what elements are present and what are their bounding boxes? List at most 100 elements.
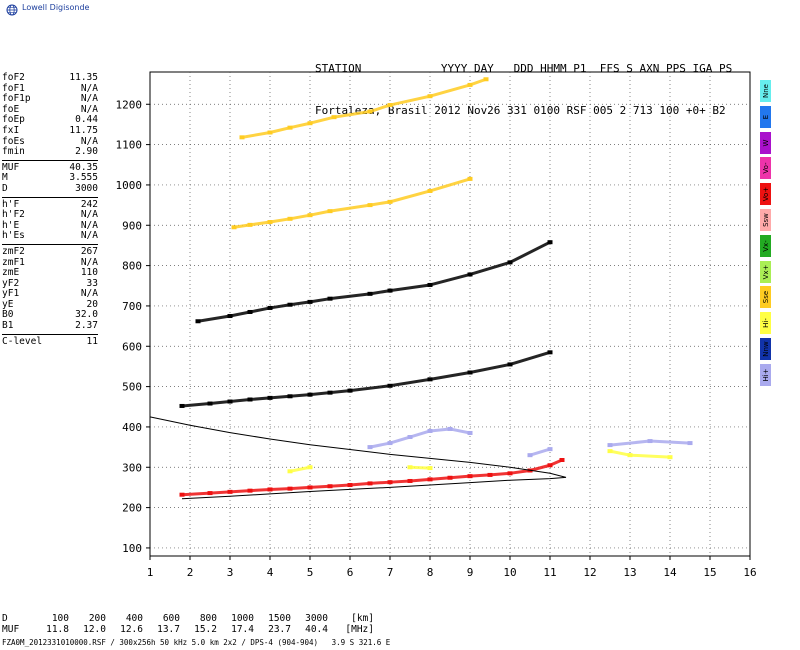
param-separator (2, 159, 98, 161)
trace-segment (469, 260, 511, 276)
param-row: zmF1 N/A (2, 256, 98, 269)
data-point (467, 176, 473, 181)
trace-segment (269, 126, 291, 134)
param-label: foEs (2, 135, 25, 147)
param-label: foF1 (2, 82, 25, 94)
trace-segment (329, 292, 371, 301)
param-value: 2.90 (75, 146, 98, 158)
param-row: yE 20 (2, 299, 98, 311)
param-value: N/A (80, 219, 98, 231)
muf-row: MUF 11.8 12.0 12.6 13.7 15.2 17.4 23.7 40.4 [MHz] (2, 624, 374, 635)
trace-segment (509, 350, 551, 366)
param-label: D (2, 182, 8, 194)
param-label: h'E (2, 219, 20, 231)
param-label: yF2 (2, 277, 20, 289)
trace-segment (269, 487, 291, 491)
param-label: h'F2 (2, 209, 25, 221)
x-tick-label: 8 (427, 566, 434, 579)
profile-curve (149, 416, 567, 500)
trace-segment (349, 481, 371, 487)
data-point (547, 240, 553, 245)
trace-segment (609, 449, 631, 457)
trace-segment (369, 480, 391, 485)
param-row: h'Es N/A (2, 231, 98, 242)
legend-label: Vx+ (761, 264, 770, 279)
trace-segment (289, 485, 311, 491)
trace-segment (181, 402, 211, 408)
param-value: 11.75 (69, 124, 98, 136)
legend-label: Vo+ (761, 186, 770, 202)
parameter-panel: foF2 11.35 foF1 N/A foF1p N/A foE N/A foEp 0.44 fx… (2, 72, 98, 348)
x-tick-label: 4 (267, 566, 274, 579)
legend-label: Hi+ (761, 368, 770, 382)
legend-item: W (760, 131, 771, 154)
trace-segment (289, 300, 311, 307)
param-value: 267 (80, 245, 98, 257)
globe-icon (6, 4, 18, 16)
y-tick-label: 1200 (116, 98, 143, 111)
table-unit: [MHz] (345, 624, 374, 635)
param-value: 40.35 (69, 161, 98, 173)
x-tick-label: 3 (227, 566, 234, 579)
legend-item: Nne (760, 80, 771, 102)
table-cell: 17.4 (231, 624, 254, 635)
legend-item: Sse (760, 286, 771, 309)
param-row: foEs N/A (2, 135, 98, 148)
param-value: 3000 (75, 182, 98, 194)
trace-segment (249, 306, 271, 314)
trace-segment (529, 463, 551, 472)
legend: Nne E W Vo- Vo+ Ssw Vx- Vx+ Sse Hi- Nnw Hi+ (760, 80, 771, 390)
param-row: zmF2 267 (2, 245, 98, 258)
trace-segment (289, 213, 311, 221)
param-label: foE (2, 103, 20, 115)
param-label: fxI (2, 124, 20, 136)
y-tick-label: 1100 (116, 139, 143, 152)
legend-item: Vo+ (760, 183, 771, 206)
trace-segment (329, 483, 351, 488)
x-tick-label: 11 (543, 566, 556, 579)
param-row: h'E N/A (2, 219, 98, 232)
trace-segment (197, 314, 231, 323)
table-cell: 800 (199, 613, 217, 624)
param-label: h'F (2, 198, 20, 210)
table-cell: 11.8 (46, 624, 69, 635)
legend-item: Hi+ (760, 363, 771, 386)
param-row: foEp 0.44 (2, 115, 98, 126)
legend-label: Ssw (761, 213, 770, 227)
param-label: zmF1 (2, 256, 25, 268)
y-tick-label: 900 (122, 219, 142, 232)
param-row: D 3000 (2, 182, 98, 195)
trace-segment (449, 474, 471, 480)
legend-label: W (761, 139, 770, 147)
table-cell: 13.7 (157, 624, 180, 635)
header-line-2: Fortaleza, Brasil 2012 Nov26 331 0100 RS… (315, 104, 726, 117)
table-cell: 100 (51, 613, 69, 624)
trace-segment (329, 389, 351, 395)
param-value: 32.0 (75, 309, 98, 321)
x-tick-label: 7 (387, 566, 394, 579)
legend-item: Ssw (760, 208, 771, 231)
trace-segment (249, 487, 271, 493)
data-point (667, 455, 673, 460)
legend-label: Nne (761, 84, 770, 98)
trace-segment (309, 484, 331, 489)
legend-label: Vo- (761, 162, 770, 174)
trace-segment (269, 217, 291, 224)
trace-segment (309, 391, 331, 397)
param-value: N/A (80, 209, 98, 221)
x-tick-label: 1 (147, 566, 154, 579)
trace-segment (389, 189, 431, 204)
trace-segment (409, 477, 431, 483)
trace-segment (309, 297, 331, 304)
trace-segment (181, 491, 211, 497)
param-label: B1 (2, 320, 14, 332)
param-row: C-level 11 (2, 336, 98, 348)
param-value: 3.555 (69, 172, 98, 184)
table-cell: 200 (88, 613, 106, 624)
param-value: 33 (86, 277, 98, 289)
param-value: N/A (80, 288, 98, 300)
x-tick-label: 13 (623, 566, 636, 579)
param-row: h'F2 N/A (2, 210, 98, 221)
data-point (547, 447, 553, 452)
trace-segment (229, 489, 251, 494)
